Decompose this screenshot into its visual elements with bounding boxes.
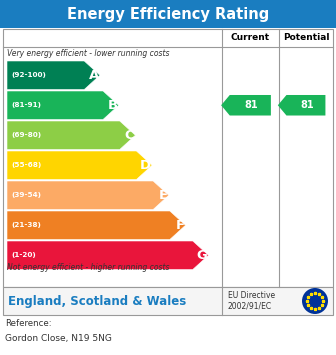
Text: Very energy efficient - lower running costs: Very energy efficient - lower running co… bbox=[7, 49, 169, 58]
Text: Current: Current bbox=[231, 33, 270, 43]
Text: 81: 81 bbox=[244, 100, 258, 110]
Polygon shape bbox=[7, 61, 100, 89]
Text: Reference:: Reference: bbox=[5, 319, 52, 328]
Text: (1-20): (1-20) bbox=[11, 252, 36, 258]
Polygon shape bbox=[7, 121, 135, 149]
Text: E: E bbox=[159, 189, 168, 202]
Text: (69-80): (69-80) bbox=[11, 132, 41, 138]
Text: F: F bbox=[175, 219, 184, 232]
Text: D: D bbox=[140, 159, 151, 172]
Polygon shape bbox=[221, 95, 271, 115]
Polygon shape bbox=[7, 151, 152, 180]
Polygon shape bbox=[278, 95, 326, 115]
Text: (39-54): (39-54) bbox=[11, 192, 41, 198]
Text: 81: 81 bbox=[300, 100, 313, 110]
Polygon shape bbox=[7, 211, 185, 240]
Text: G: G bbox=[197, 249, 207, 262]
Text: Potential: Potential bbox=[283, 33, 329, 43]
Text: Gordon Close, N19 5NG: Gordon Close, N19 5NG bbox=[5, 334, 112, 343]
Circle shape bbox=[302, 288, 328, 314]
Text: England, Scotland & Wales: England, Scotland & Wales bbox=[8, 295, 186, 307]
Bar bbox=[3, 287, 333, 315]
Text: A: A bbox=[89, 69, 99, 82]
Text: (81-91): (81-91) bbox=[11, 102, 41, 108]
Text: C: C bbox=[125, 129, 134, 142]
Bar bbox=[0, 0, 336, 28]
Text: (55-68): (55-68) bbox=[11, 162, 41, 168]
Polygon shape bbox=[7, 241, 208, 269]
Text: B: B bbox=[108, 99, 118, 112]
Bar bbox=[3, 29, 333, 287]
Polygon shape bbox=[7, 181, 169, 209]
Text: (21-38): (21-38) bbox=[11, 222, 41, 228]
Text: (92-100): (92-100) bbox=[11, 72, 46, 78]
Text: Not energy efficient - higher running costs: Not energy efficient - higher running co… bbox=[7, 263, 169, 272]
Text: Energy Efficiency Rating: Energy Efficiency Rating bbox=[67, 6, 269, 22]
Text: EU Directive: EU Directive bbox=[228, 291, 275, 300]
Polygon shape bbox=[7, 91, 119, 120]
Text: 2002/91/EC: 2002/91/EC bbox=[228, 301, 272, 311]
